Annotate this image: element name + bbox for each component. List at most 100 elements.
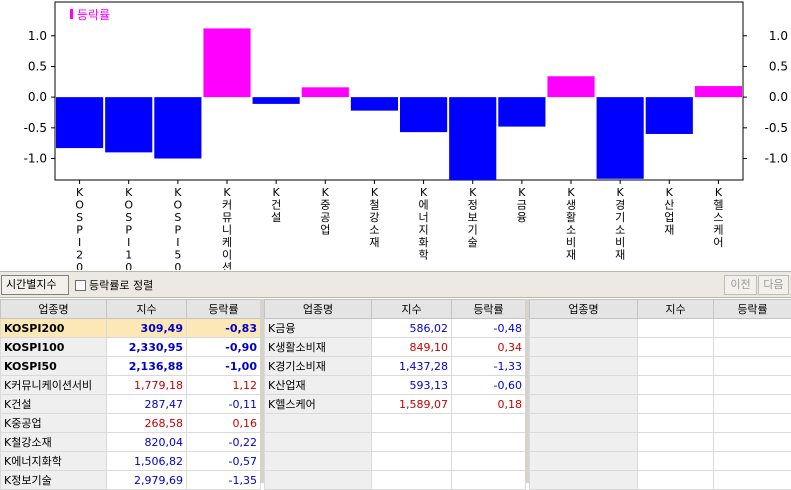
table-row[interactable]: [530, 338, 791, 357]
sector-name-cell: [265, 433, 372, 452]
time-index-dropdown[interactable]: 시간별지수: [1, 275, 69, 295]
index-cell: 1,506,82: [107, 452, 187, 471]
index-cell: 309,49: [107, 319, 187, 338]
sector-name-cell: K중공업: [1, 414, 107, 433]
table-row[interactable]: [530, 452, 791, 471]
y-tick-label: 0.5: [28, 59, 47, 73]
y-tick-label: 0.5: [769, 59, 788, 73]
index-cell: 593,13: [372, 376, 452, 395]
header-change-rate[interactable]: 등락률: [452, 300, 526, 319]
sector-name-cell: [530, 338, 638, 357]
change-rate-cell: 0,34: [452, 338, 526, 357]
sector-name-cell: K커뮤니케이션서비: [1, 376, 107, 395]
sector-name-cell: [530, 395, 638, 414]
change-rate-cell: -0,60: [452, 376, 526, 395]
bar: [400, 97, 447, 132]
change-rate-cell: [452, 433, 526, 452]
bar: [105, 97, 152, 152]
change-rate-cell: [452, 452, 526, 471]
sector-table-3: 업종명 지수 등락률: [529, 299, 791, 490]
sector-name-cell: [265, 471, 372, 490]
sort-by-change-option[interactable]: 등락률로 정렬: [75, 277, 153, 293]
header-change-rate[interactable]: 등락률: [714, 300, 791, 319]
legend-label: 등락률: [77, 8, 110, 22]
index-cell: 1,779,18: [107, 376, 187, 395]
bar: [56, 97, 103, 148]
sort-checkbox[interactable]: [75, 280, 86, 291]
table-row[interactable]: [265, 452, 526, 471]
table-row[interactable]: [530, 357, 791, 376]
index-cell: 2,330,95: [107, 338, 187, 357]
table-row[interactable]: [530, 395, 791, 414]
bar: [351, 97, 398, 111]
next-button[interactable]: 다음: [758, 275, 789, 295]
table-row[interactable]: [530, 319, 791, 338]
change-rate-cell: [714, 338, 791, 357]
table-row[interactable]: [265, 414, 526, 433]
index-cell: [638, 452, 714, 471]
y-tick-label: -1.0: [24, 152, 47, 166]
sector-name-cell: [530, 376, 638, 395]
header-change-rate[interactable]: 등락률: [187, 300, 261, 319]
change-rate-cell: -1,00: [187, 357, 261, 376]
sector-name-cell: [265, 414, 372, 433]
change-rate-cell: [452, 471, 526, 490]
header-index[interactable]: 지수: [107, 300, 187, 319]
next-button-label: 다음: [763, 278, 783, 291]
index-cell: 2,979,69: [107, 471, 187, 490]
change-rate-cell: 0,16: [187, 414, 261, 433]
change-rate-cell: 1,12: [187, 376, 261, 395]
header-sector-name[interactable]: 업종명: [1, 300, 107, 319]
table-row[interactable]: [265, 471, 526, 490]
change-rate-cell: [714, 376, 791, 395]
change-rate-cell: -1,33: [452, 357, 526, 376]
bar: [646, 97, 693, 134]
change-rate-cell: [714, 471, 791, 490]
index-cell: 849,10: [372, 338, 452, 357]
index-cell: 820,04: [107, 433, 187, 452]
table-row[interactable]: [530, 471, 791, 490]
table-row[interactable]: [265, 433, 526, 452]
toolbar: 시간별지수 등락률로 정렬 이전 다음: [0, 271, 791, 298]
table-row[interactable]: [530, 433, 791, 452]
y-tick-label: -1.0: [765, 152, 788, 166]
sector-name-cell: K철강소재: [1, 433, 107, 452]
index-cell: [638, 414, 714, 433]
change-rate-cell: [452, 414, 526, 433]
table-row[interactable]: [530, 376, 791, 395]
sector-change-chart: 등락률 1.00.50.0-0.5-1.0 1.00.50.0-0.5-1.0 …: [0, 0, 791, 270]
sector-name-cell: K정보기술: [1, 471, 107, 490]
header-sector-name[interactable]: 업종명: [265, 300, 372, 319]
header-index[interactable]: 지수: [372, 300, 452, 319]
header-sector-name[interactable]: 업종명: [530, 300, 638, 319]
change-rate-cell: [714, 433, 791, 452]
header-index[interactable]: 지수: [638, 300, 714, 319]
table-row[interactable]: [530, 414, 791, 433]
sector-name-cell: K에너지화학: [1, 452, 107, 471]
sector-name-cell: K경기소비재: [265, 357, 372, 376]
index-cell: [372, 414, 452, 433]
sector-name-cell: [530, 471, 638, 490]
y-tick-label: 1.0: [28, 29, 47, 43]
sort-checkbox-label: 등락률로 정렬: [89, 277, 153, 293]
prev-button[interactable]: 이전: [724, 275, 757, 295]
